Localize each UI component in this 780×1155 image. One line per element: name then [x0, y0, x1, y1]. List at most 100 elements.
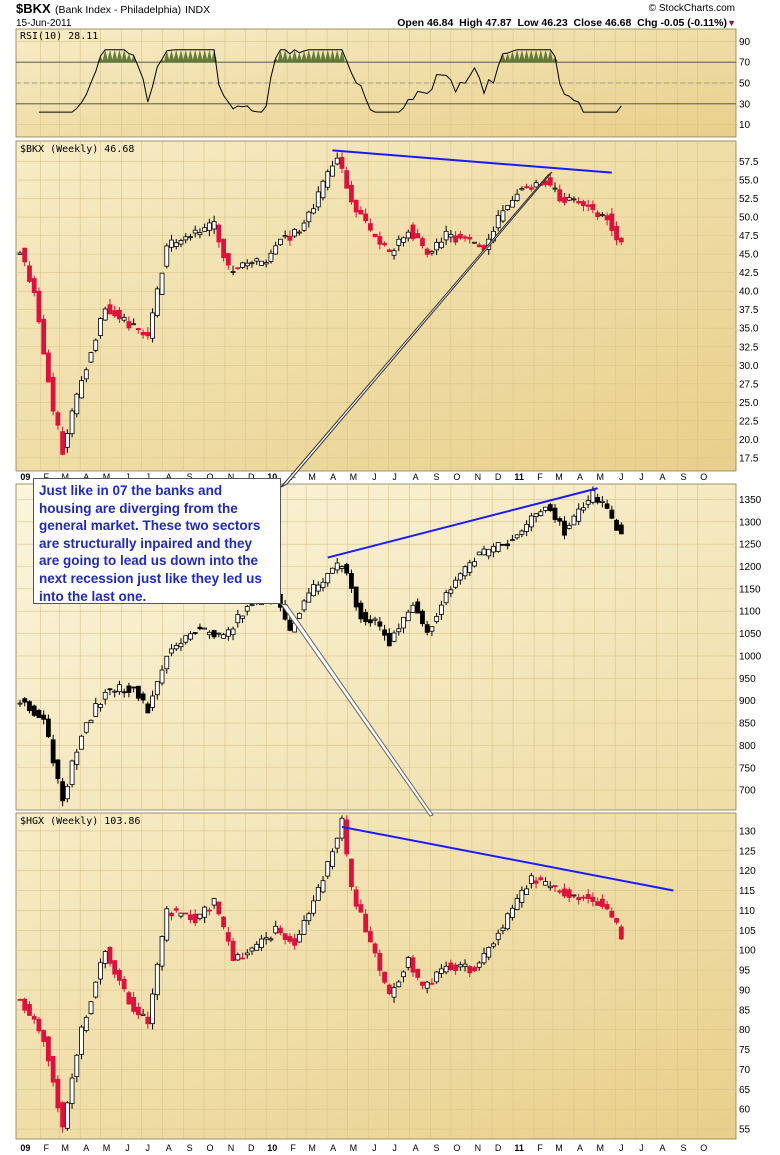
candle-body — [282, 933, 288, 940]
candle — [391, 248, 397, 260]
candle — [282, 230, 288, 239]
candle — [429, 250, 435, 256]
candle — [552, 503, 558, 523]
month-label: J — [392, 1143, 397, 1153]
candle — [344, 167, 350, 189]
candle — [145, 1011, 151, 1029]
month-label: O — [453, 1143, 460, 1153]
candle-body — [405, 957, 411, 968]
candle-body — [102, 951, 108, 964]
candle-body — [353, 199, 359, 213]
candle-body — [107, 688, 113, 691]
rsi-overbought-fill — [97, 49, 558, 63]
month-label: M — [61, 472, 69, 482]
candle-body — [528, 515, 534, 528]
candle — [590, 200, 596, 214]
axis-tick-label: 125 — [739, 846, 756, 857]
panel-bkx: 17.5 20.0 22.5 25.0 27.5 30.0 32.5 35.0 37.5 40.0… — [15, 140, 759, 472]
candle-body — [382, 243, 387, 246]
candle-body — [486, 548, 492, 557]
candle-body — [273, 925, 279, 934]
candle — [514, 894, 520, 911]
candle — [599, 894, 605, 910]
candle-body — [391, 250, 397, 256]
month-label: D — [248, 472, 255, 482]
candle-body — [552, 507, 558, 520]
candle — [557, 184, 563, 203]
candle — [150, 988, 155, 1030]
candle — [618, 237, 624, 246]
candle — [131, 686, 137, 693]
axis-tick-label: 50 — [739, 79, 751, 90]
candle — [117, 307, 122, 324]
candle — [519, 529, 525, 538]
candle-body — [183, 635, 189, 643]
candle — [74, 392, 80, 418]
candle-body — [491, 943, 496, 947]
candle — [230, 265, 236, 276]
candle — [159, 272, 165, 295]
exchange: INDX — [185, 4, 210, 16]
candle — [491, 543, 496, 558]
candle-body — [211, 221, 217, 230]
candle — [585, 495, 591, 509]
candle — [183, 912, 189, 915]
candle — [443, 961, 449, 975]
candle-body — [609, 213, 615, 231]
candle-body — [467, 562, 473, 573]
candle-body — [353, 586, 359, 608]
candle — [410, 955, 416, 977]
candle-body — [121, 317, 127, 321]
candle — [69, 1073, 75, 1109]
candle-body — [126, 685, 132, 693]
candle-body — [230, 940, 236, 961]
candle-body — [581, 896, 586, 899]
candle-body — [102, 308, 108, 321]
candle-body — [344, 819, 350, 855]
candle — [524, 885, 530, 895]
month-label: A — [659, 1143, 665, 1153]
axis-tick-label: 35.0 — [739, 324, 759, 335]
candle-body — [216, 901, 222, 915]
candle-body — [571, 198, 577, 201]
candle-body — [145, 332, 151, 337]
candle-body — [287, 936, 293, 942]
candle-body — [169, 648, 174, 654]
candle-body — [415, 233, 421, 239]
month-label: M — [308, 472, 316, 482]
candle-body — [306, 211, 312, 223]
candle-body — [396, 981, 402, 988]
month-label: D — [248, 1143, 255, 1153]
candle-body — [169, 239, 174, 248]
candle-body — [349, 858, 354, 888]
candle — [320, 577, 326, 592]
axis-tick-label: 850 — [739, 719, 756, 730]
candle — [462, 959, 468, 972]
candle-body — [510, 539, 515, 542]
candle — [614, 221, 619, 246]
month-label: N — [475, 1143, 482, 1153]
axis-tick-label: 90 — [739, 37, 751, 48]
candle-body — [88, 1001, 94, 1015]
candle-body — [495, 932, 501, 941]
candle — [164, 243, 170, 269]
candle — [169, 644, 174, 657]
candle — [296, 229, 302, 236]
month-label: A — [659, 472, 665, 482]
candle-body — [363, 213, 369, 222]
candle — [197, 913, 203, 921]
candle — [614, 518, 619, 531]
axis-tick-label: 800 — [739, 741, 756, 752]
candle — [604, 499, 610, 510]
axis-tick-label: 120 — [739, 866, 756, 877]
candle — [424, 620, 430, 636]
candle-body — [476, 962, 482, 968]
candle-body — [434, 616, 440, 622]
bkx-label: $BKX (Weekly) 46.68 — [20, 144, 134, 155]
candle-body — [287, 619, 293, 631]
candle — [618, 924, 624, 940]
candle-body — [296, 933, 302, 943]
candle-body — [188, 236, 193, 239]
candle — [405, 609, 411, 622]
